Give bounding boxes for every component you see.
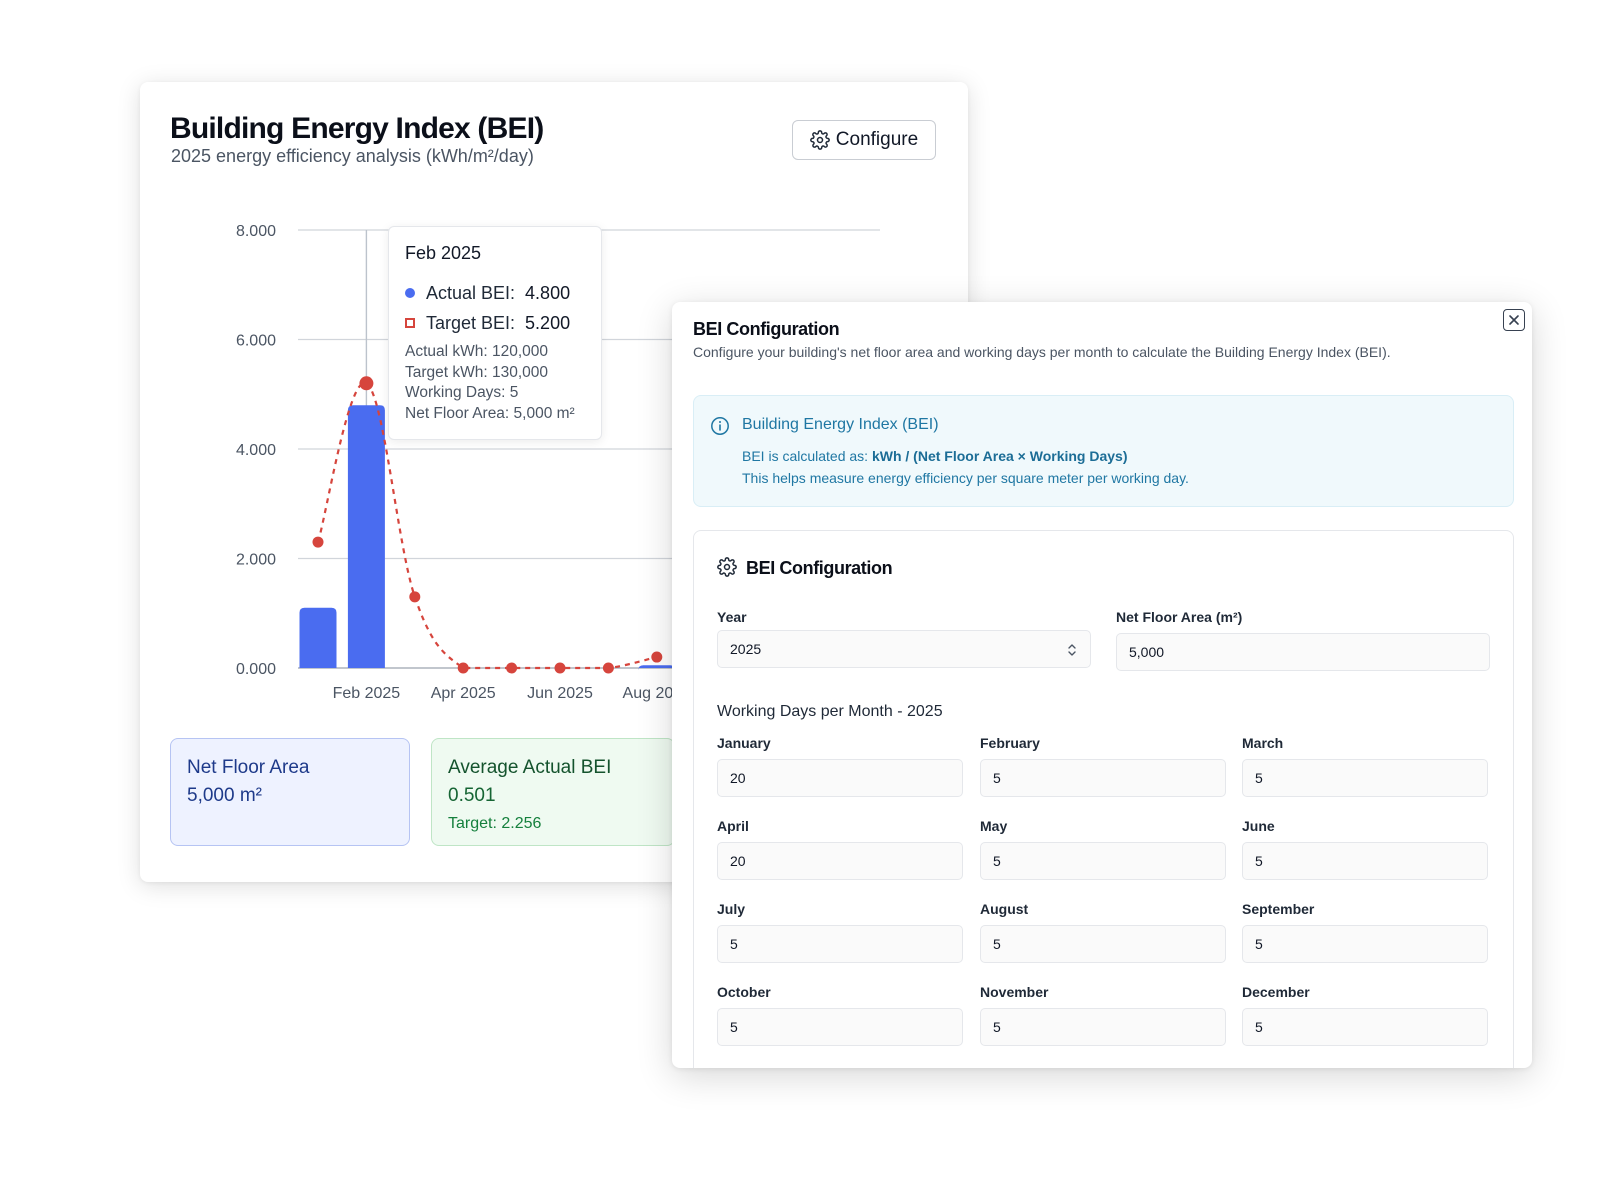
info-title: Building Energy Index (BEI) [742,416,939,433]
tooltip-net-floor-area: Net Floor Area: 5,000 m² [405,404,575,422]
average-bei-label: Average Actual BEI [448,757,612,778]
working-days-input-may[interactable] [980,842,1226,880]
section-title: BEI Configuration [746,558,893,578]
month-label-may: May [980,818,1008,834]
target-bei-point [457,662,469,674]
tooltip-actual-label: Actual BEI: [426,282,516,303]
target-bei-point [359,376,374,391]
target-bei-point [506,662,518,674]
target-bei-point [651,651,663,663]
month-label-august: August [980,901,1029,917]
chevron-up-down-icon [1068,644,1076,656]
target-bei-point [312,536,324,548]
working-days-input-september[interactable] [1242,925,1488,963]
working-days-input-july[interactable] [717,925,963,963]
bei-configuration-modal: BEI Configuration Configure your buildin… [672,302,1532,1068]
month-label-june: June [1242,818,1275,834]
actual-legend-dot [405,288,415,298]
working-days-input-february[interactable] [980,759,1226,797]
net-floor-area-field-label: Net Floor Area (m²) [1116,609,1243,625]
net-floor-area-label: Net Floor Area [187,757,310,778]
average-bei-target: Target: 2.256 [448,815,542,832]
actual-bei-bar [638,665,676,671]
month-label-december: December [1242,984,1310,1000]
x-tick-label: Feb 2025 [333,685,401,702]
bei-info-box: Building Energy Index (BEI) BEI is calcu… [693,395,1514,507]
month-label-july: July [717,901,746,917]
month-label-april: April [717,818,749,834]
tooltip-target-row: Target BEI: 5.200 [405,308,585,338]
card-subtitle: 2025 energy efficiency analysis (kWh/m²/… [171,146,534,166]
target-bei-point [602,662,614,674]
modal-title: BEI Configuration [693,319,840,339]
month-label-february: February [980,735,1040,751]
working-days-input-april[interactable] [717,842,963,880]
info-explanation: This helps measure energy efficiency per… [742,470,1189,486]
month-label-january: January [717,735,771,751]
configure-label: Configure [835,129,919,150]
tooltip-actual-value: 4.800 [525,282,571,303]
month-label-november: November [980,984,1049,1000]
info-formula-line: BEI is calculated as: kWh / (Net Floor A… [742,448,1128,464]
target-bei-point [554,662,566,674]
tooltip-target-kwh: Target kWh: 130,000 [405,363,549,381]
average-bei-value: 0.501 [448,785,496,806]
working-days-input-november[interactable] [980,1008,1226,1046]
card-title: Building Energy Index (BEI) [170,112,544,145]
tooltip-working-days: Working Days: 5 [405,384,519,401]
tooltip-actual-kwh: Actual kWh: 120,000 [405,343,549,360]
modal-description: Configure your building's net floor area… [693,344,1391,360]
actual-bei-bar [299,607,337,668]
y-tick-label: 0.000 [236,661,276,678]
net-floor-area-input[interactable] [1116,633,1490,671]
tooltip-target-value: 5.200 [525,312,571,333]
month-label-september: September [1242,901,1315,917]
info-formula: kWh / (Net Floor Area × Working Days) [871,448,1128,464]
net-floor-area-card: Net Floor Area 5,000 m² [170,738,410,846]
y-tick-label: 4.000 [236,442,276,459]
working-days-input-january[interactable] [717,759,963,797]
info-icon [711,417,729,435]
gear-icon [809,130,830,150]
year-label: Year [717,609,747,625]
actual-bei-bar [347,405,385,668]
y-tick-label: 8.000 [236,223,276,240]
working-days-title: Working Days per Month - 2025 [717,703,943,720]
configure-button[interactable]: Configure [792,120,936,160]
year-value: 2025 [730,641,762,657]
working-days-input-october[interactable] [717,1008,963,1046]
target-legend-marker [405,318,415,328]
tooltip-target-label: Target BEI: [426,312,516,333]
net-floor-area-value: 5,000 m² [187,785,262,806]
info-formula-prefix: BEI is calculated as: [742,448,872,464]
working-days-input-december[interactable] [1242,1008,1488,1046]
target-bei-line [316,382,658,670]
x-tick-label: Apr 2025 [431,685,496,702]
working-days-input-june[interactable] [1242,842,1488,880]
tooltip-actual-row: Actual BEI: 4.800 [405,278,585,308]
month-label-october: October [717,984,771,1000]
tooltip-title: Feb 2025 [405,243,482,263]
bei-config-section: BEI Configuration Year 2025 Net Floor Ar… [693,530,1514,1068]
y-tick-label: 2.000 [236,552,276,569]
close-icon [1509,315,1519,325]
working-days-input-august[interactable] [980,925,1226,963]
chart-tooltip: Feb 2025 Actual BEI: 4.800 Target BEI: 5… [388,226,602,440]
working-days-input-march[interactable] [1242,759,1488,797]
gear-icon [717,557,737,577]
x-tick-label: Jun 2025 [527,685,593,702]
close-button[interactable] [1503,309,1525,331]
y-tick-label: 6.000 [236,333,276,350]
year-select[interactable]: 2025 [717,630,1091,668]
month-label-march: March [1242,735,1284,751]
average-bei-card: Average Actual BEI 0.501 Target: 2.256 [431,738,675,846]
target-bei-point [409,591,421,603]
